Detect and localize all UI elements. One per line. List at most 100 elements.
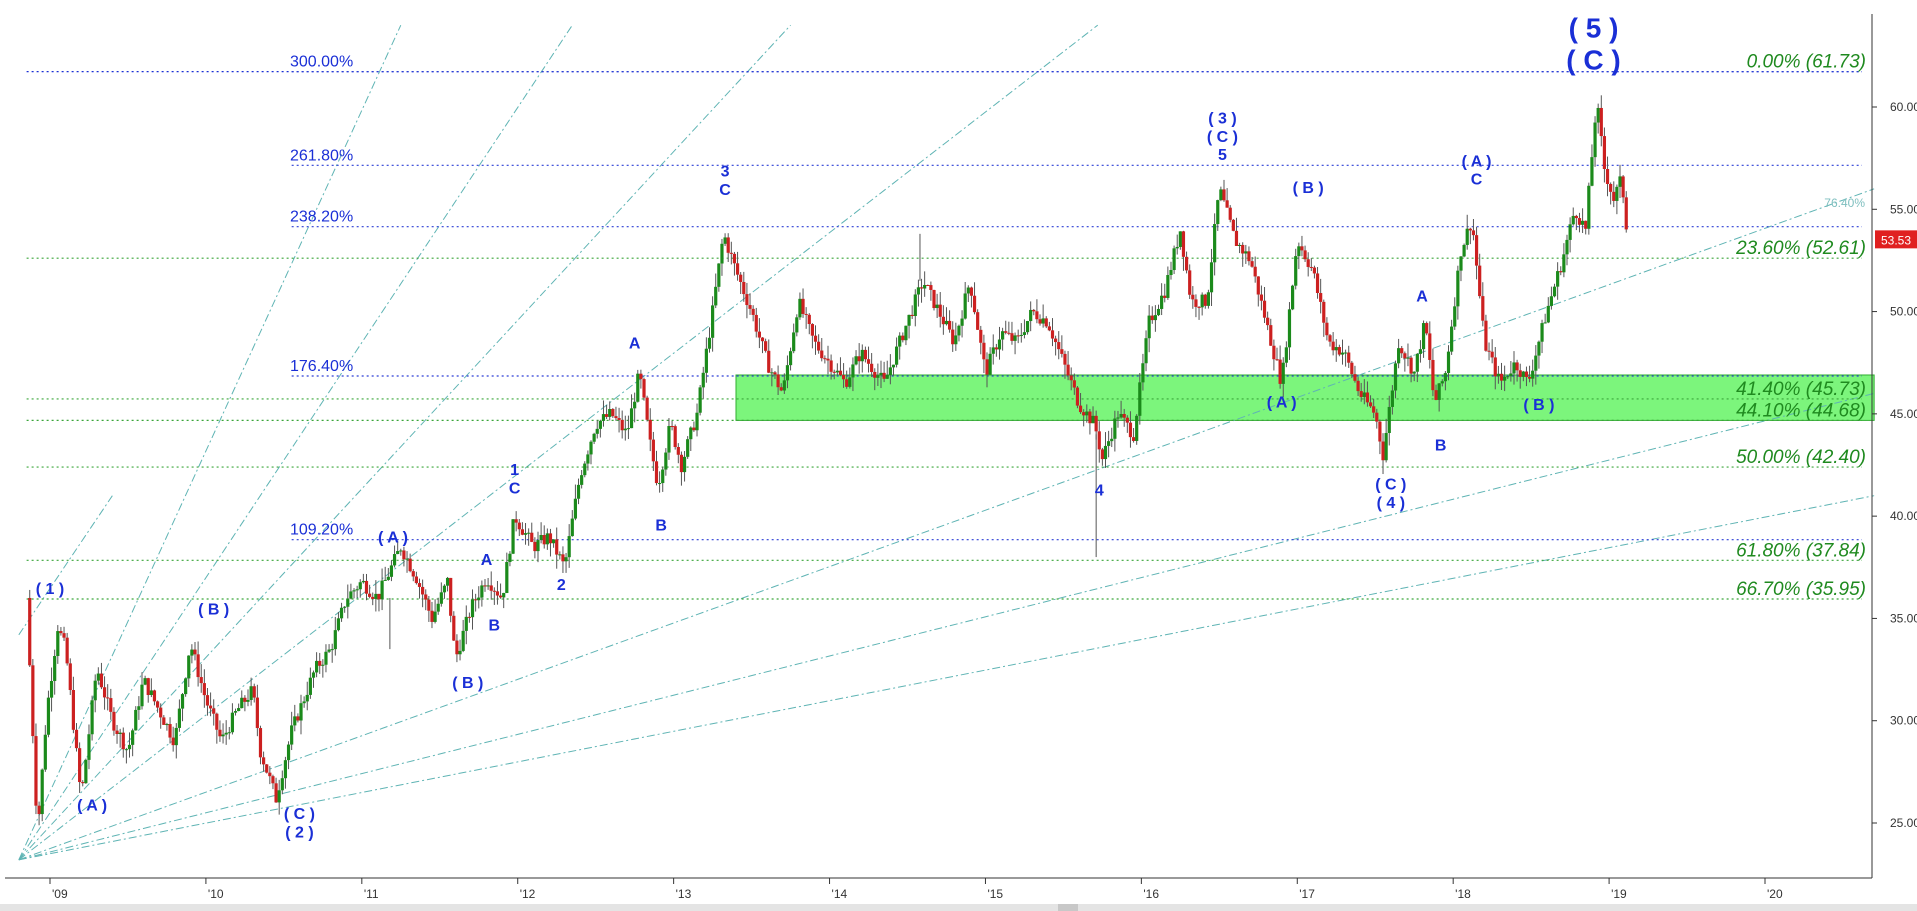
candle-body-174 (570, 518, 574, 537)
candle-body-196 (639, 373, 643, 380)
candle-body-164 (539, 535, 543, 541)
candle-body-346 (1107, 441, 1111, 446)
candle-body-70 (246, 699, 250, 702)
candle-body-215 (698, 387, 702, 413)
candle-body-267 (860, 349, 864, 362)
candle-body-65 (230, 712, 235, 733)
candle-body-507 (1609, 183, 1613, 192)
candle-body-212 (689, 427, 693, 440)
candle-body-317 (1016, 335, 1020, 337)
candle-body-169 (555, 539, 559, 555)
candle-body-214 (695, 412, 699, 431)
candle-body-324 (1038, 319, 1042, 324)
wave-label-8-0: ( B ) (452, 675, 483, 692)
candle-body-342 (1094, 415, 1098, 432)
candle-body-497 (1577, 218, 1582, 225)
candle-body-345 (1103, 445, 1108, 460)
candle-body-94 (321, 664, 325, 666)
candle-body-216 (701, 372, 705, 388)
candle-body-466 (1481, 296, 1485, 321)
candle-body-364 (1163, 295, 1167, 298)
candle-body-88 (302, 701, 306, 704)
candle-body-22 (96, 673, 100, 681)
candle-body-360 (1150, 315, 1154, 321)
candle-body-45 (168, 724, 172, 738)
candle-body-197 (642, 379, 646, 398)
candle-body-34 (134, 709, 138, 731)
candle-body-470 (1493, 357, 1497, 377)
candle-body-194 (633, 401, 637, 409)
candle-body-8 (53, 656, 57, 681)
candle-body-424 (1350, 362, 1354, 375)
candle-body-279 (898, 335, 902, 347)
candle-body-382 (1219, 189, 1223, 201)
candle-body-100 (339, 607, 344, 619)
candle-body-106 (358, 582, 362, 590)
candle-body-63 (224, 732, 228, 735)
candle-body-328 (1050, 330, 1055, 339)
y-tick-label-3: 40.00 (1890, 509, 1917, 523)
candle-body-310 (994, 347, 998, 350)
candle-body-408 (1300, 246, 1304, 251)
candle-body-99 (336, 618, 341, 631)
candle-body-457 (1453, 306, 1457, 327)
candle-body-75 (261, 757, 266, 765)
wave-label-6-0: A (481, 552, 493, 569)
candle-body-6 (46, 697, 51, 735)
candle-body-494 (1568, 224, 1572, 240)
candle-body-86 (296, 716, 300, 721)
candle-body-349 (1116, 417, 1120, 419)
candle-body-158 (520, 529, 525, 535)
candle-body-297 (954, 335, 958, 345)
candle-body-434 (1381, 441, 1385, 461)
candle-body-57 (205, 695, 210, 706)
candle-body-437 (1390, 390, 1394, 407)
candle-body-482 (1531, 370, 1535, 379)
candle-body-361 (1153, 315, 1157, 321)
candle-body-13 (68, 663, 72, 691)
candle-body-173 (567, 536, 571, 558)
candle-body-119 (399, 550, 403, 552)
candle-body-186 (608, 409, 612, 417)
last-price-label: 53.53 (1881, 233, 1911, 247)
candle-body-168 (551, 539, 556, 544)
candle-body-258 (832, 371, 836, 373)
fib-label-left-3: 176.40% (290, 358, 353, 375)
candle-body-269 (866, 359, 871, 364)
wave-label-17-0: ( A ) (1267, 395, 1297, 412)
candle-body-405 (1290, 285, 1295, 310)
candle-body-35 (137, 706, 141, 710)
candle-body-413 (1315, 273, 1320, 294)
candle-body-302 (969, 287, 974, 296)
candle-body-73 (255, 697, 259, 729)
candle-body-314 (1007, 332, 1011, 334)
candle-body-10 (59, 631, 63, 634)
candle-body-358 (1144, 338, 1148, 364)
x-tick-label-11: '20 (1767, 887, 1783, 901)
candle-body-487 (1546, 305, 1550, 323)
candle-body-179 (586, 454, 590, 464)
candle-body-116 (389, 565, 394, 577)
candle-body-478 (1518, 370, 1522, 377)
candle-body-461 (1465, 228, 1469, 245)
fib-label-right-6: 66.70% (35.95) (1736, 579, 1866, 600)
candle-body-9 (56, 631, 60, 657)
gann-fan-line-7 (18, 495, 1875, 861)
candle-body-447 (1421, 323, 1426, 350)
candle-body-273 (879, 372, 883, 376)
candle-body-332 (1063, 353, 1067, 365)
candle-body-351 (1122, 413, 1126, 418)
candle-body-268 (863, 349, 868, 360)
candle-body-475 (1509, 373, 1513, 377)
candle-body-64 (227, 732, 231, 734)
candle-body-293 (941, 316, 945, 325)
candle-body-38 (146, 678, 150, 695)
wave-label-18-0: ( C ) (1375, 477, 1406, 494)
candle-body-127 (424, 594, 428, 600)
candle-body-390 (1244, 251, 1248, 254)
candle-body-409 (1303, 250, 1307, 260)
candle-body-4 (40, 769, 44, 815)
candle-body-1 (31, 665, 35, 737)
candle-body-122 (408, 558, 412, 572)
candle-body-234 (757, 331, 761, 338)
